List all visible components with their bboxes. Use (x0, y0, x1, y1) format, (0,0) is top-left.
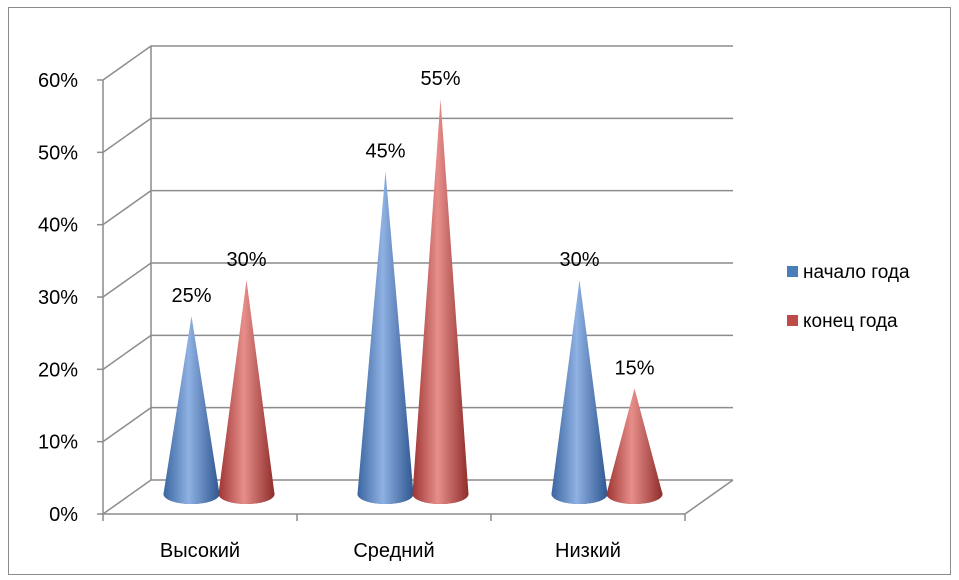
legend: начало года конец года (787, 262, 910, 332)
y-tick-label: 10% (38, 432, 78, 454)
cone-mark (218, 280, 275, 504)
legend-label: конец года (803, 311, 898, 332)
data-label: 30% (226, 249, 266, 271)
data-label: 15% (614, 358, 654, 380)
x-tick-label: Средний (353, 540, 434, 562)
data-label: 55% (420, 68, 460, 90)
y-axis: 0% 10% 20% 30% 40% 50% 60% (38, 46, 152, 526)
y-tick-label: 50% (38, 142, 78, 164)
gridline (102, 189, 733, 226)
data-labels: 25% 45% 30% 30% 55% 15% (171, 68, 654, 379)
plot-area (163, 99, 663, 505)
legend-swatch (787, 266, 798, 277)
cone-mark (412, 99, 469, 505)
x-tick-label: Высокий (160, 540, 240, 562)
y-tick-label: 30% (38, 287, 78, 309)
y-tick-label: 60% (38, 70, 78, 92)
gridline (102, 117, 733, 153)
y-tick-label: 40% (38, 215, 78, 237)
gridline (102, 45, 733, 81)
cone-mark (357, 171, 414, 504)
data-label: 45% (365, 141, 405, 163)
legend-label: начало года (803, 262, 910, 283)
x-tick-label: Низкий (555, 540, 621, 562)
y-tick-label: 0% (49, 504, 78, 526)
x-axis: Высокий Средний Низкий (102, 479, 734, 562)
y-tick-label: 20% (38, 359, 78, 381)
data-label: 30% (559, 249, 599, 271)
cone-mark (606, 388, 663, 504)
cone-mark (551, 280, 608, 504)
legend-swatch (787, 315, 798, 326)
data-label: 25% (171, 285, 211, 307)
cone-mark (163, 316, 220, 504)
